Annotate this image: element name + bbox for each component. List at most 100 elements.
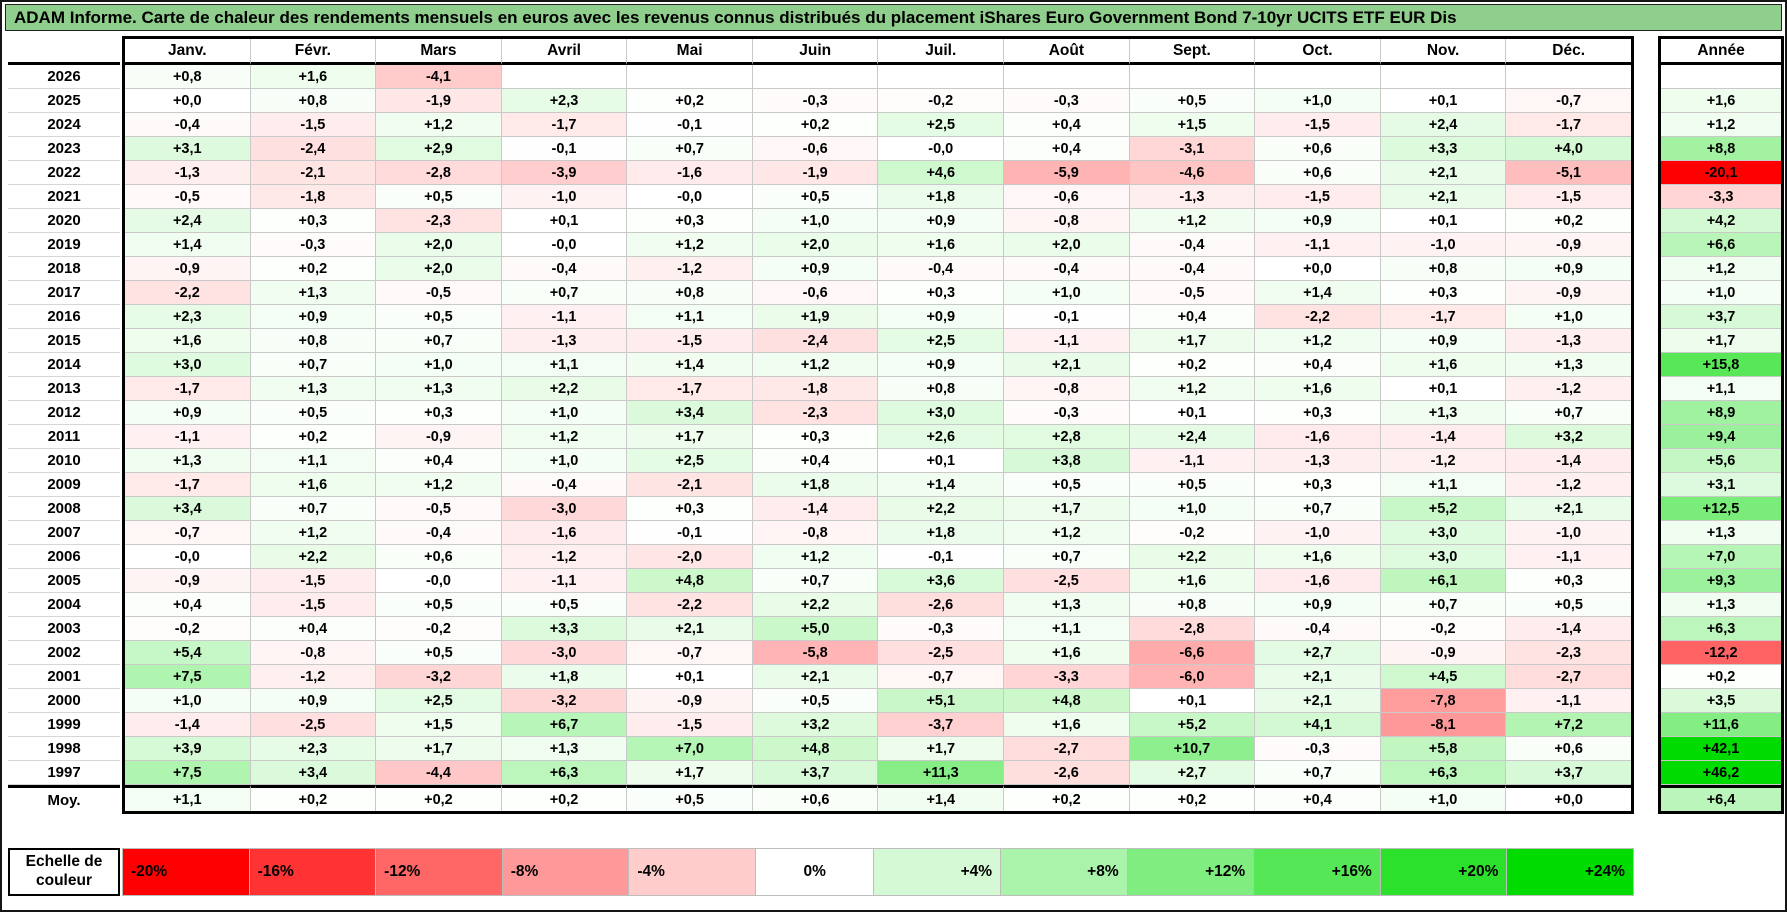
- moy-cell: +0,2: [1129, 785, 1256, 811]
- color-scale-swatch: -20%: [122, 848, 250, 896]
- heatmap-cell: +2,0: [1004, 233, 1130, 257]
- heatmap-row: +0,4 -1,5 +0,5 +0,5 -2,2 +2,2 -2,6 +1,3 +0,8 +0,9…: [125, 593, 1631, 617]
- heatmap-cell: +0,9: [878, 353, 1005, 377]
- heatmap-cell: +2,1: [1255, 665, 1381, 689]
- heatmap-cell: +2,2: [501, 377, 628, 401]
- heatmap-cell: +3,4: [125, 497, 251, 521]
- heatmap-cell: +2,3: [250, 737, 377, 761]
- moy-row: +1,1 +0,2 +0,2 +0,2 +0,5 +0,6 +1,4 +0,2 +0,2 +0,4…: [125, 785, 1631, 811]
- heatmap-cell: -0,2: [376, 617, 502, 641]
- heatmap-cell: -1,6: [501, 521, 628, 545]
- heatmap-cell: +1,3: [501, 737, 628, 761]
- heatmap-cell: +5,2: [1380, 497, 1507, 521]
- heatmap-row: +7,5 +3,4 -4,4 +6,3 +1,7 +3,7 +11,3 -2,6 +2,7 +0,…: [125, 761, 1631, 785]
- heatmap-cell: -0,7: [627, 641, 753, 665]
- month-header-cell: Janv.: [125, 39, 251, 65]
- heatmap-cell: +1,3: [1004, 593, 1130, 617]
- heatmap-cell: +0,7: [1004, 545, 1130, 569]
- annee-cell: +3,7: [1661, 305, 1781, 329]
- annee-cell: +1,3: [1661, 521, 1781, 545]
- heatmap-cell: +2,6: [878, 425, 1005, 449]
- heatmap-cell: +1,0: [501, 449, 628, 473]
- heatmap-cell: +1,7: [1129, 329, 1256, 353]
- heatmap-cell: +2,7: [1255, 641, 1381, 665]
- heatmap-row: +2,4 +0,3 -2,3 +0,1 +0,3 +1,0 +0,9 -0,8 +1,2 +0,9…: [125, 209, 1631, 233]
- heatmap-cell: +1,4: [125, 233, 251, 257]
- heatmap-cell: +2,3: [501, 89, 628, 113]
- heatmap-cell: -3,1: [1129, 137, 1256, 161]
- year-label: 2019: [8, 233, 120, 257]
- annee-cell: +9,3: [1661, 569, 1781, 593]
- heatmap-cell: +0,7: [1506, 401, 1631, 425]
- heatmap-cell: +0,6: [376, 545, 502, 569]
- heatmap-cell: +6,7: [501, 713, 628, 737]
- annee-cell: +3,1: [1661, 473, 1781, 497]
- annee-cell: +1,0: [1661, 281, 1781, 305]
- color-scale-swatch: -16%: [249, 848, 377, 896]
- heatmap-cell: -2,8: [376, 161, 502, 185]
- heatmap-cell: -1,7: [501, 113, 628, 137]
- annee-cell: +0,2: [1661, 665, 1781, 689]
- heatmap-cell: +0,9: [1255, 593, 1381, 617]
- heatmap-row: -1,1 +0,2 -0,9 +1,2 +1,7 +0,3 +2,6 +2,8 +2,4 -1,6…: [125, 425, 1631, 449]
- heatmap-cell: +1,6: [1255, 545, 1381, 569]
- heatmap-cell: +0,6: [1255, 137, 1381, 161]
- heatmap-cell: -1,3: [125, 161, 251, 185]
- heatmap-row: -0,4 -1,5 +1,2 -1,7 -0,1 +0,2 +2,5 +0,4 +1,5 -1,5…: [125, 113, 1631, 137]
- year-label: 1998: [8, 737, 120, 761]
- heatmap-cell: -0,9: [125, 257, 251, 281]
- heatmap-cell: +1,4: [878, 473, 1005, 497]
- heatmap-cell: +1,8: [878, 521, 1005, 545]
- heatmap-cell: +2,0: [752, 233, 879, 257]
- heatmap-cell: +3,3: [501, 617, 628, 641]
- heatmap-row: -1,4 -2,5 +1,5 +6,7 -1,5 +3,2 -3,7 +1,6 +5,2 +4,1…: [125, 713, 1631, 737]
- heatmap-cell: +2,5: [627, 449, 753, 473]
- heatmap-cell: +2,2: [752, 593, 879, 617]
- heatmap-cell: -1,1: [501, 569, 628, 593]
- heatmap-cell: [1255, 65, 1381, 89]
- heatmap-cell: -1,6: [627, 161, 753, 185]
- heatmap-cell: +2,8: [1004, 425, 1130, 449]
- year-label: 2014: [8, 353, 120, 377]
- heatmap-cell: +0,7: [1380, 593, 1507, 617]
- heatmap-cell: +1,2: [501, 425, 628, 449]
- moy-cell: +1,1: [125, 785, 251, 811]
- heatmap-cell: -0,5: [376, 497, 502, 521]
- heatmap-cell: +1,0: [501, 401, 628, 425]
- heatmap-cell: +0,4: [752, 449, 879, 473]
- heatmap-cell: +0,1: [501, 209, 628, 233]
- heatmap-cell: +1,3: [250, 281, 377, 305]
- heatmap-cell: -1,2: [250, 665, 377, 689]
- month-header-row: Janv. Févr. Mars Avril Mai Juin Juil. Août Sept.…: [125, 39, 1631, 65]
- heatmap-row: -0,7 +1,2 -0,4 -1,6 -0,1 -0,8 +1,8 +1,2 -0,2 -1,0…: [125, 521, 1631, 545]
- heatmap-cell: +0,4: [376, 449, 502, 473]
- heatmap-cell: -0,6: [1004, 185, 1130, 209]
- month-header-cell: Août: [1004, 39, 1130, 65]
- year-label: 2020: [8, 209, 120, 233]
- heatmap-cell: [752, 65, 879, 89]
- annee-cell: +1,2: [1661, 257, 1781, 281]
- heatmap-cell: +0,1: [1129, 401, 1256, 425]
- heatmap-row: -0,9 -1,5 -0,0 -1,1 +4,8 +0,7 +3,6 -2,5 +1,6 -1,6…: [125, 569, 1631, 593]
- heatmap-cell: -0,4: [1129, 257, 1256, 281]
- heatmap-cell: +4,8: [1004, 689, 1130, 713]
- heatmap-row: +3,4 +0,7 -0,5 -3,0 +0,3 -1,4 +2,2 +1,7 +1,0 +0,7…: [125, 497, 1631, 521]
- heatmap-cell: +2,1: [1380, 161, 1507, 185]
- heatmap-cell: +1,2: [1004, 521, 1130, 545]
- heatmap-cell: +0,5: [752, 185, 879, 209]
- heatmap-cell: -0,0: [878, 137, 1005, 161]
- heatmap-cell: -7,8: [1380, 689, 1507, 713]
- annee-cell: +1,2: [1661, 113, 1781, 137]
- heatmap-cell: -0,7: [125, 521, 251, 545]
- year-label: 2002: [8, 641, 120, 665]
- annee-cell: -12,2: [1661, 641, 1781, 665]
- heatmap-cell: [878, 65, 1005, 89]
- heatmap-cell: +0,3: [376, 401, 502, 425]
- heatmap-cell: +7,2: [1506, 713, 1631, 737]
- heatmap-cell: -2,3: [1506, 641, 1631, 665]
- heatmap-cell: -1,5: [1255, 113, 1381, 137]
- heatmap-cell: -0,5: [125, 185, 251, 209]
- annee-cell: +5,6: [1661, 449, 1781, 473]
- heatmap-cell: +5,2: [1129, 713, 1256, 737]
- heatmap-cell: +7,0: [627, 737, 753, 761]
